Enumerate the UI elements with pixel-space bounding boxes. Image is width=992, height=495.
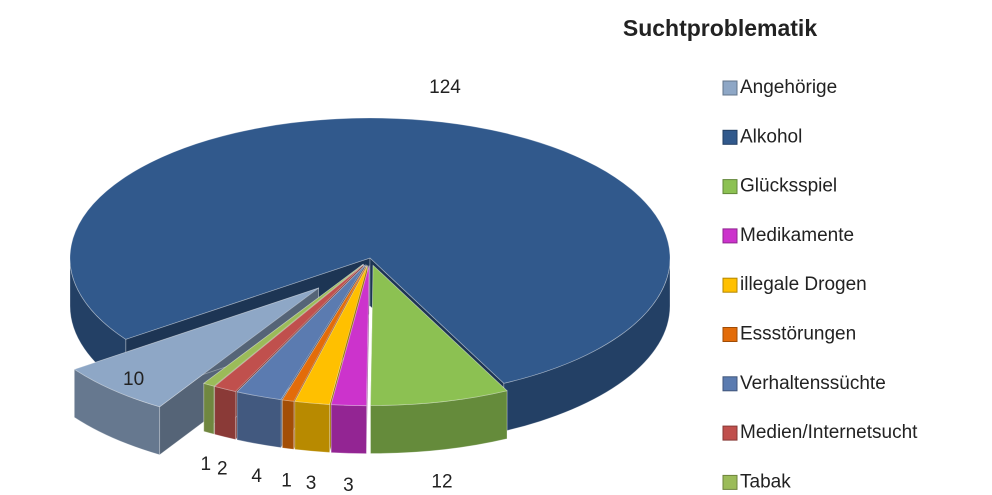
slice-side <box>294 400 330 453</box>
slice-top <box>294 265 368 405</box>
slice-side <box>203 382 215 435</box>
legend-label: Tabak <box>740 471 791 492</box>
legend-swatch <box>722 129 738 145</box>
data-label: 10 <box>123 369 144 390</box>
data-label: 3 <box>343 475 354 495</box>
legend-label: Alkohol <box>740 126 802 147</box>
legend-label: Medien/Internetsucht <box>740 422 918 443</box>
legend-label: Medikamente <box>740 225 854 246</box>
slice-top <box>213 264 364 392</box>
legend-swatch <box>722 228 738 244</box>
slice <box>330 265 370 455</box>
data-label: 3 <box>306 473 317 494</box>
chart-title: Suchtproblematik <box>623 15 817 41</box>
slice-top <box>202 264 364 387</box>
slice-top <box>370 264 508 406</box>
slice-side <box>330 404 367 455</box>
slice-side <box>73 368 161 456</box>
data-label: 2 <box>217 459 228 480</box>
legend-swatch <box>722 376 738 392</box>
data-label: 4 <box>251 466 262 487</box>
slice-top <box>73 287 319 408</box>
data-label: 1 <box>200 454 211 475</box>
legend-label: Essstörungen <box>740 324 856 345</box>
legend-swatch <box>722 80 738 96</box>
legend-swatch <box>722 327 738 342</box>
legend-swatch <box>722 179 738 195</box>
data-label: 12 <box>431 472 452 493</box>
legend-label: Verhaltenssüchte <box>740 373 886 394</box>
legend-label: Glücksspiel <box>740 176 837 197</box>
slice-top <box>69 117 671 384</box>
slice-top <box>330 265 370 407</box>
slice-top <box>281 265 367 402</box>
legend-label: illegale Drogen <box>740 274 867 295</box>
data-label: 1 <box>281 470 292 491</box>
slice-top <box>236 264 366 401</box>
slice-side <box>236 391 282 449</box>
slice-side <box>214 385 236 440</box>
legend-swatch <box>722 425 738 441</box>
data-label: 124 <box>429 77 461 98</box>
slice-side <box>281 399 295 450</box>
slice <box>370 264 508 454</box>
legend-swatch <box>722 474 738 490</box>
legend-swatch <box>722 277 738 293</box>
legend-label: Angehörige <box>740 77 837 98</box>
